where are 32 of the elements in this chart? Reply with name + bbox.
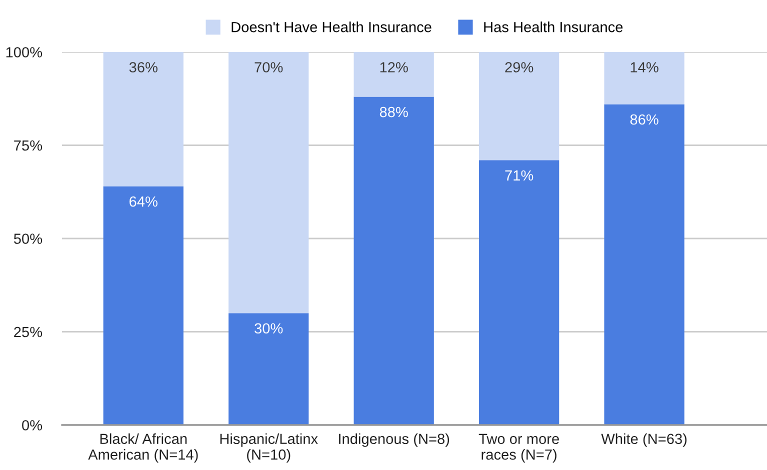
bar xyxy=(103,186,184,425)
y-tick-label: 0% xyxy=(22,420,42,430)
x-tick-label: Indigenous (N=8) xyxy=(339,433,450,447)
legend-label: Has Health Insurance xyxy=(484,22,623,32)
data-label: 70% xyxy=(254,62,283,72)
bar xyxy=(228,313,309,425)
x-tick-label: Black/ African American (N=14) xyxy=(88,433,198,463)
y-tick-label: 50% xyxy=(14,234,42,244)
bar xyxy=(103,52,184,186)
data-label: 12% xyxy=(380,62,408,72)
bar xyxy=(228,52,309,314)
y-tick-label: 75% xyxy=(14,140,42,151)
data-label: 29% xyxy=(505,62,534,72)
data-label: 14% xyxy=(630,62,658,72)
x-tick-label: Hispanic/Latinx (N=10) xyxy=(220,433,318,463)
bar xyxy=(354,52,434,97)
y-tick-label: 25% xyxy=(14,326,42,338)
legend-label: Doesn't Have Health Insurance xyxy=(232,22,432,32)
data-label: 30% xyxy=(254,323,283,334)
bar xyxy=(604,104,684,425)
data-label: 71% xyxy=(505,170,534,181)
bar xyxy=(478,160,560,425)
x-tick-label: White (N=63) xyxy=(601,433,687,447)
bar xyxy=(354,96,434,425)
data-label: 86% xyxy=(630,114,658,125)
data-label: 88% xyxy=(380,106,408,118)
data-label: 36% xyxy=(129,62,158,72)
x-tick-label: Two or more races (N=7) xyxy=(478,434,559,463)
y-tick-label: 100% xyxy=(6,47,42,58)
bar xyxy=(478,52,560,160)
data-label: 64% xyxy=(130,196,158,207)
bar xyxy=(604,52,684,104)
